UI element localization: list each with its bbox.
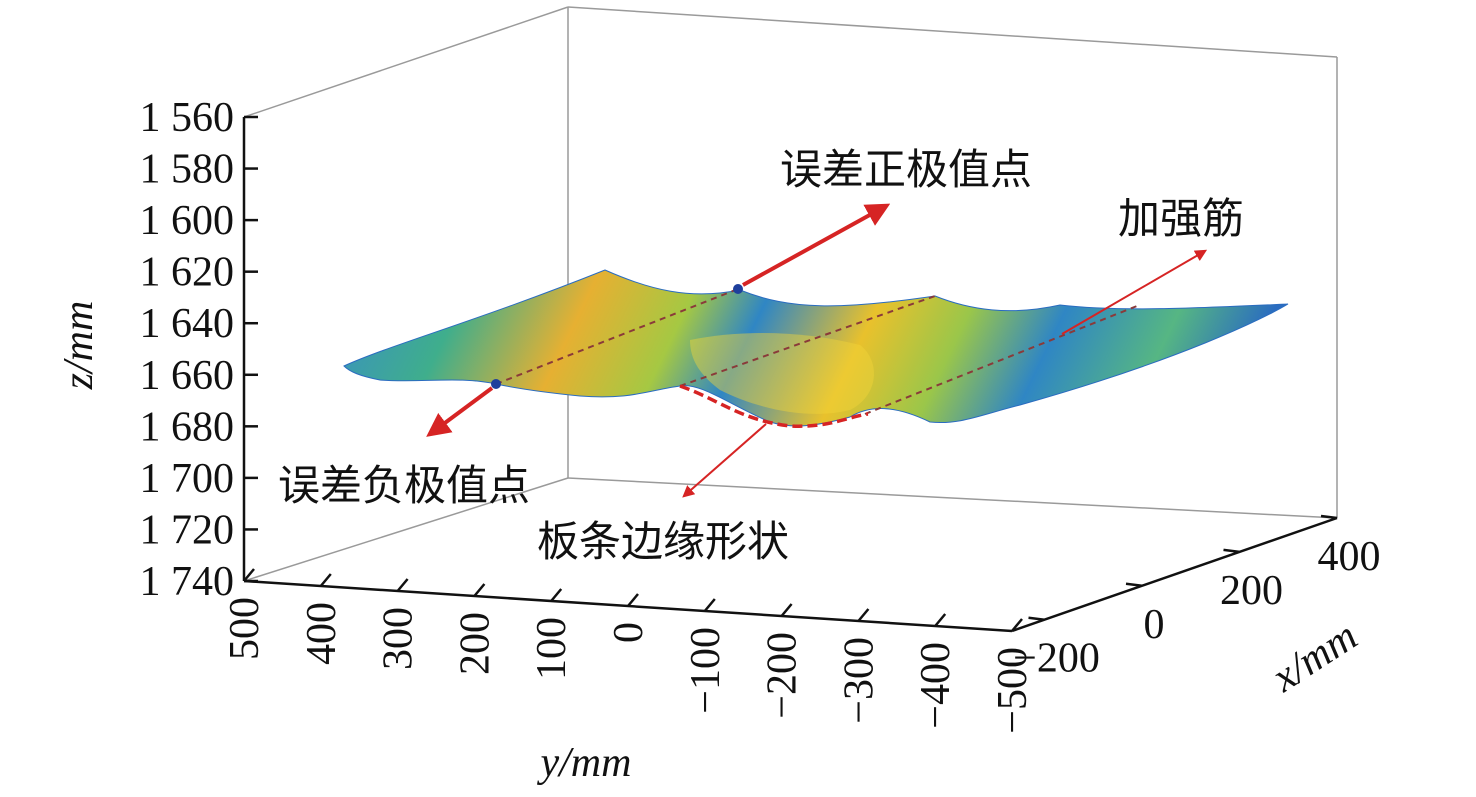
z-axis-ticks: 1 560 1 580 1 600 1 620 1 640 1 660 1 680 1 700… <box>140 95 258 605</box>
y-tick-label: 0 <box>606 622 652 643</box>
y-tick-label: 500 <box>222 597 268 660</box>
box-edge-back-floor-left <box>243 477 569 582</box>
z-tick-label: 1 680 <box>140 404 235 450</box>
y-tick-label: 300 <box>376 607 422 670</box>
z-tick-label: 1 720 <box>140 507 235 553</box>
x-tick-label: −200 <box>1013 636 1100 682</box>
plate-edge-shape <box>679 384 869 428</box>
surface-highlight <box>690 333 874 414</box>
box-edge-back-floor <box>567 477 1338 519</box>
y-tick-mark <box>550 588 563 602</box>
stiffener-line-3 <box>864 305 1138 415</box>
y-tick-mark <box>857 608 870 622</box>
y-tick-label: −100 <box>683 627 729 714</box>
y-tick-label: −300 <box>836 637 882 724</box>
annotation-arrows <box>426 203 1208 498</box>
arrow-plate-edge <box>682 423 767 498</box>
negative-extreme-point <box>491 379 501 389</box>
y-tick-label: −200 <box>760 632 806 719</box>
x-tick-label: 400 <box>1318 534 1381 580</box>
arrow-stiffener <box>1061 249 1208 335</box>
stiffener-lines <box>495 288 1138 415</box>
x-tick-label: 0 <box>1144 602 1165 648</box>
box-edge-back-left-top <box>243 6 569 118</box>
y-tick-mark <box>703 598 716 612</box>
annotation-negative-extreme: 误差负极值点 <box>278 461 530 510</box>
x-tick-mark <box>1320 514 1338 520</box>
z-tick-label: 1 660 <box>140 353 235 399</box>
z-tick-label: 1 580 <box>140 147 235 193</box>
arrow-negative-extreme <box>426 386 494 437</box>
box-edge-back-top <box>567 6 1338 58</box>
y-tick-mark <box>396 578 409 592</box>
x-axis-line <box>1011 516 1338 633</box>
annotation-plate-edge: 板条边缘形状 <box>537 517 789 566</box>
x-tick-mark <box>1028 616 1045 621</box>
z-tick-label: 1 560 <box>140 95 235 141</box>
x-axis-title: x/mm <box>1263 613 1365 702</box>
y-tick-label: 100 <box>529 617 575 680</box>
z-tick-label: 1 700 <box>140 456 235 502</box>
x-tick-mark <box>1223 548 1240 554</box>
y-tick-mark <box>243 568 255 582</box>
y-axis-title: y/mm <box>537 740 632 786</box>
y-tick-mark <box>319 573 332 587</box>
annotation-stiffener: 加强筋 <box>1118 194 1244 243</box>
x-tick-mark <box>1125 582 1143 588</box>
y-tick-label: −400 <box>913 642 959 729</box>
y-tick-mark <box>473 583 486 597</box>
y-axis-ticks: 500 400 300 200 100 0 −100 −200 −300 −400 −500 <box>222 568 1036 734</box>
x-tick-label: 200 <box>1220 568 1283 614</box>
z-tick-label: 1 640 <box>140 301 235 347</box>
surface <box>343 269 1289 427</box>
x-axis-ticks: −200 0 200 400 <box>1013 514 1381 682</box>
y-tick-mark <box>1011 618 1023 632</box>
y-tick-label: −500 <box>990 647 1036 734</box>
z-tick-label: 1 620 <box>140 250 235 296</box>
z-axis-title: z/mm <box>56 301 102 391</box>
stiffener-line-2 <box>679 295 936 387</box>
z-tick-label: 1 740 <box>140 559 235 605</box>
y-tick-label: 400 <box>299 602 345 665</box>
arrow-positive-extreme <box>742 203 891 287</box>
y-tick-label: 200 <box>452 612 498 675</box>
z-tick-label: 1 600 <box>140 198 235 244</box>
y-tick-mark <box>780 603 793 617</box>
y-tick-mark <box>934 613 947 627</box>
y-tick-mark <box>627 593 639 607</box>
positive-extreme-point <box>733 284 743 294</box>
annotation-positive-extreme: 误差正极值点 <box>780 145 1032 194</box>
